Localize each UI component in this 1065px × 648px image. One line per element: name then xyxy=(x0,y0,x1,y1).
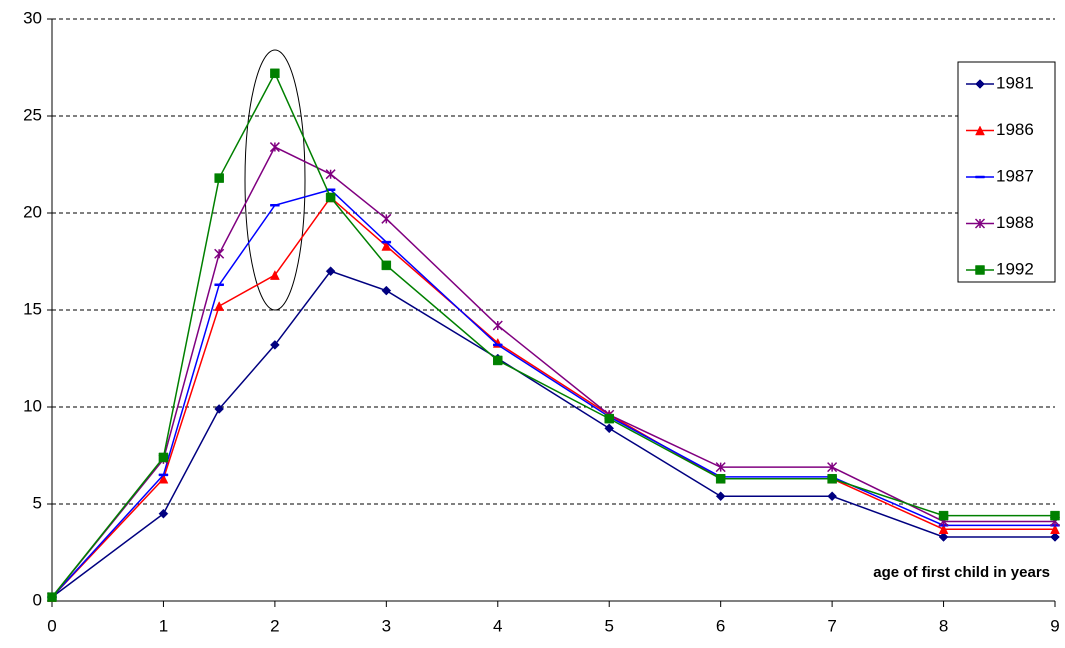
highlight-ellipse xyxy=(244,49,306,311)
legend-marker xyxy=(974,218,986,229)
legend-label: 1981 xyxy=(996,73,1034,92)
marker xyxy=(827,491,837,502)
annotation: age of first child in years xyxy=(873,564,1050,581)
marker xyxy=(214,173,224,183)
line xyxy=(51,146,1055,598)
x-tick-label: 1 xyxy=(159,616,168,635)
x-tick-label: 7 xyxy=(827,616,836,635)
marker xyxy=(1050,524,1060,534)
marker xyxy=(1050,532,1060,542)
x-tick-label: 9 xyxy=(1050,616,1059,635)
marker xyxy=(827,462,838,473)
x-tick-label: 4 xyxy=(493,616,502,635)
marker xyxy=(214,248,225,259)
legend-label: 1987 xyxy=(996,166,1034,185)
marker xyxy=(158,452,169,463)
legend-marker xyxy=(975,265,985,275)
marker xyxy=(269,270,280,280)
marker xyxy=(158,473,169,484)
legend-marker xyxy=(975,79,985,89)
marker xyxy=(715,474,726,484)
y-tick-label: 0 xyxy=(33,590,42,609)
marker xyxy=(938,510,949,521)
line xyxy=(51,71,1055,598)
marker xyxy=(381,260,392,271)
marker xyxy=(325,266,336,277)
y-tick-label: 10 xyxy=(23,396,42,415)
marker xyxy=(604,413,614,424)
marker xyxy=(158,473,169,477)
marker xyxy=(938,524,949,534)
marker xyxy=(325,192,336,203)
line xyxy=(51,270,1055,598)
marker xyxy=(269,142,280,153)
marker xyxy=(325,169,336,180)
legend-marker xyxy=(975,175,985,179)
marker xyxy=(492,320,503,331)
marker xyxy=(381,240,392,251)
y-tick-label: 15 xyxy=(23,299,42,318)
x-tick-label: 8 xyxy=(939,616,948,635)
line xyxy=(51,196,1055,598)
marker xyxy=(270,68,280,79)
marker xyxy=(715,462,726,473)
marker xyxy=(270,340,280,350)
x-tick-label: 2 xyxy=(270,616,279,635)
y-tick-label: 5 xyxy=(33,493,42,512)
x-tick-label: 6 xyxy=(716,616,725,635)
marker xyxy=(325,188,336,191)
y-tick-label: 30 xyxy=(23,8,42,27)
y-tick-label: 25 xyxy=(23,105,42,124)
marker xyxy=(214,301,225,311)
marker xyxy=(214,283,224,287)
marker xyxy=(158,508,169,519)
marker xyxy=(381,285,392,296)
marker xyxy=(604,423,615,434)
x-tick-label: 0 xyxy=(47,616,56,635)
legend-label: 1992 xyxy=(996,259,1034,278)
marker xyxy=(214,404,225,414)
marker xyxy=(381,240,392,244)
legend-marker xyxy=(975,125,985,136)
x-tick-label: 3 xyxy=(382,616,391,635)
marker xyxy=(270,203,280,207)
marker xyxy=(938,532,949,542)
x-tick-label: 5 xyxy=(604,616,613,635)
marker xyxy=(381,213,392,224)
marker xyxy=(715,491,726,502)
marker xyxy=(493,355,503,366)
legend-label: 1988 xyxy=(996,213,1034,232)
marker xyxy=(47,592,57,602)
legend-label: 1986 xyxy=(996,120,1034,139)
marker xyxy=(1050,510,1060,521)
marker xyxy=(493,343,503,347)
legend-box xyxy=(957,61,1056,283)
y-tick-label: 20 xyxy=(23,202,42,221)
marker xyxy=(827,474,837,484)
